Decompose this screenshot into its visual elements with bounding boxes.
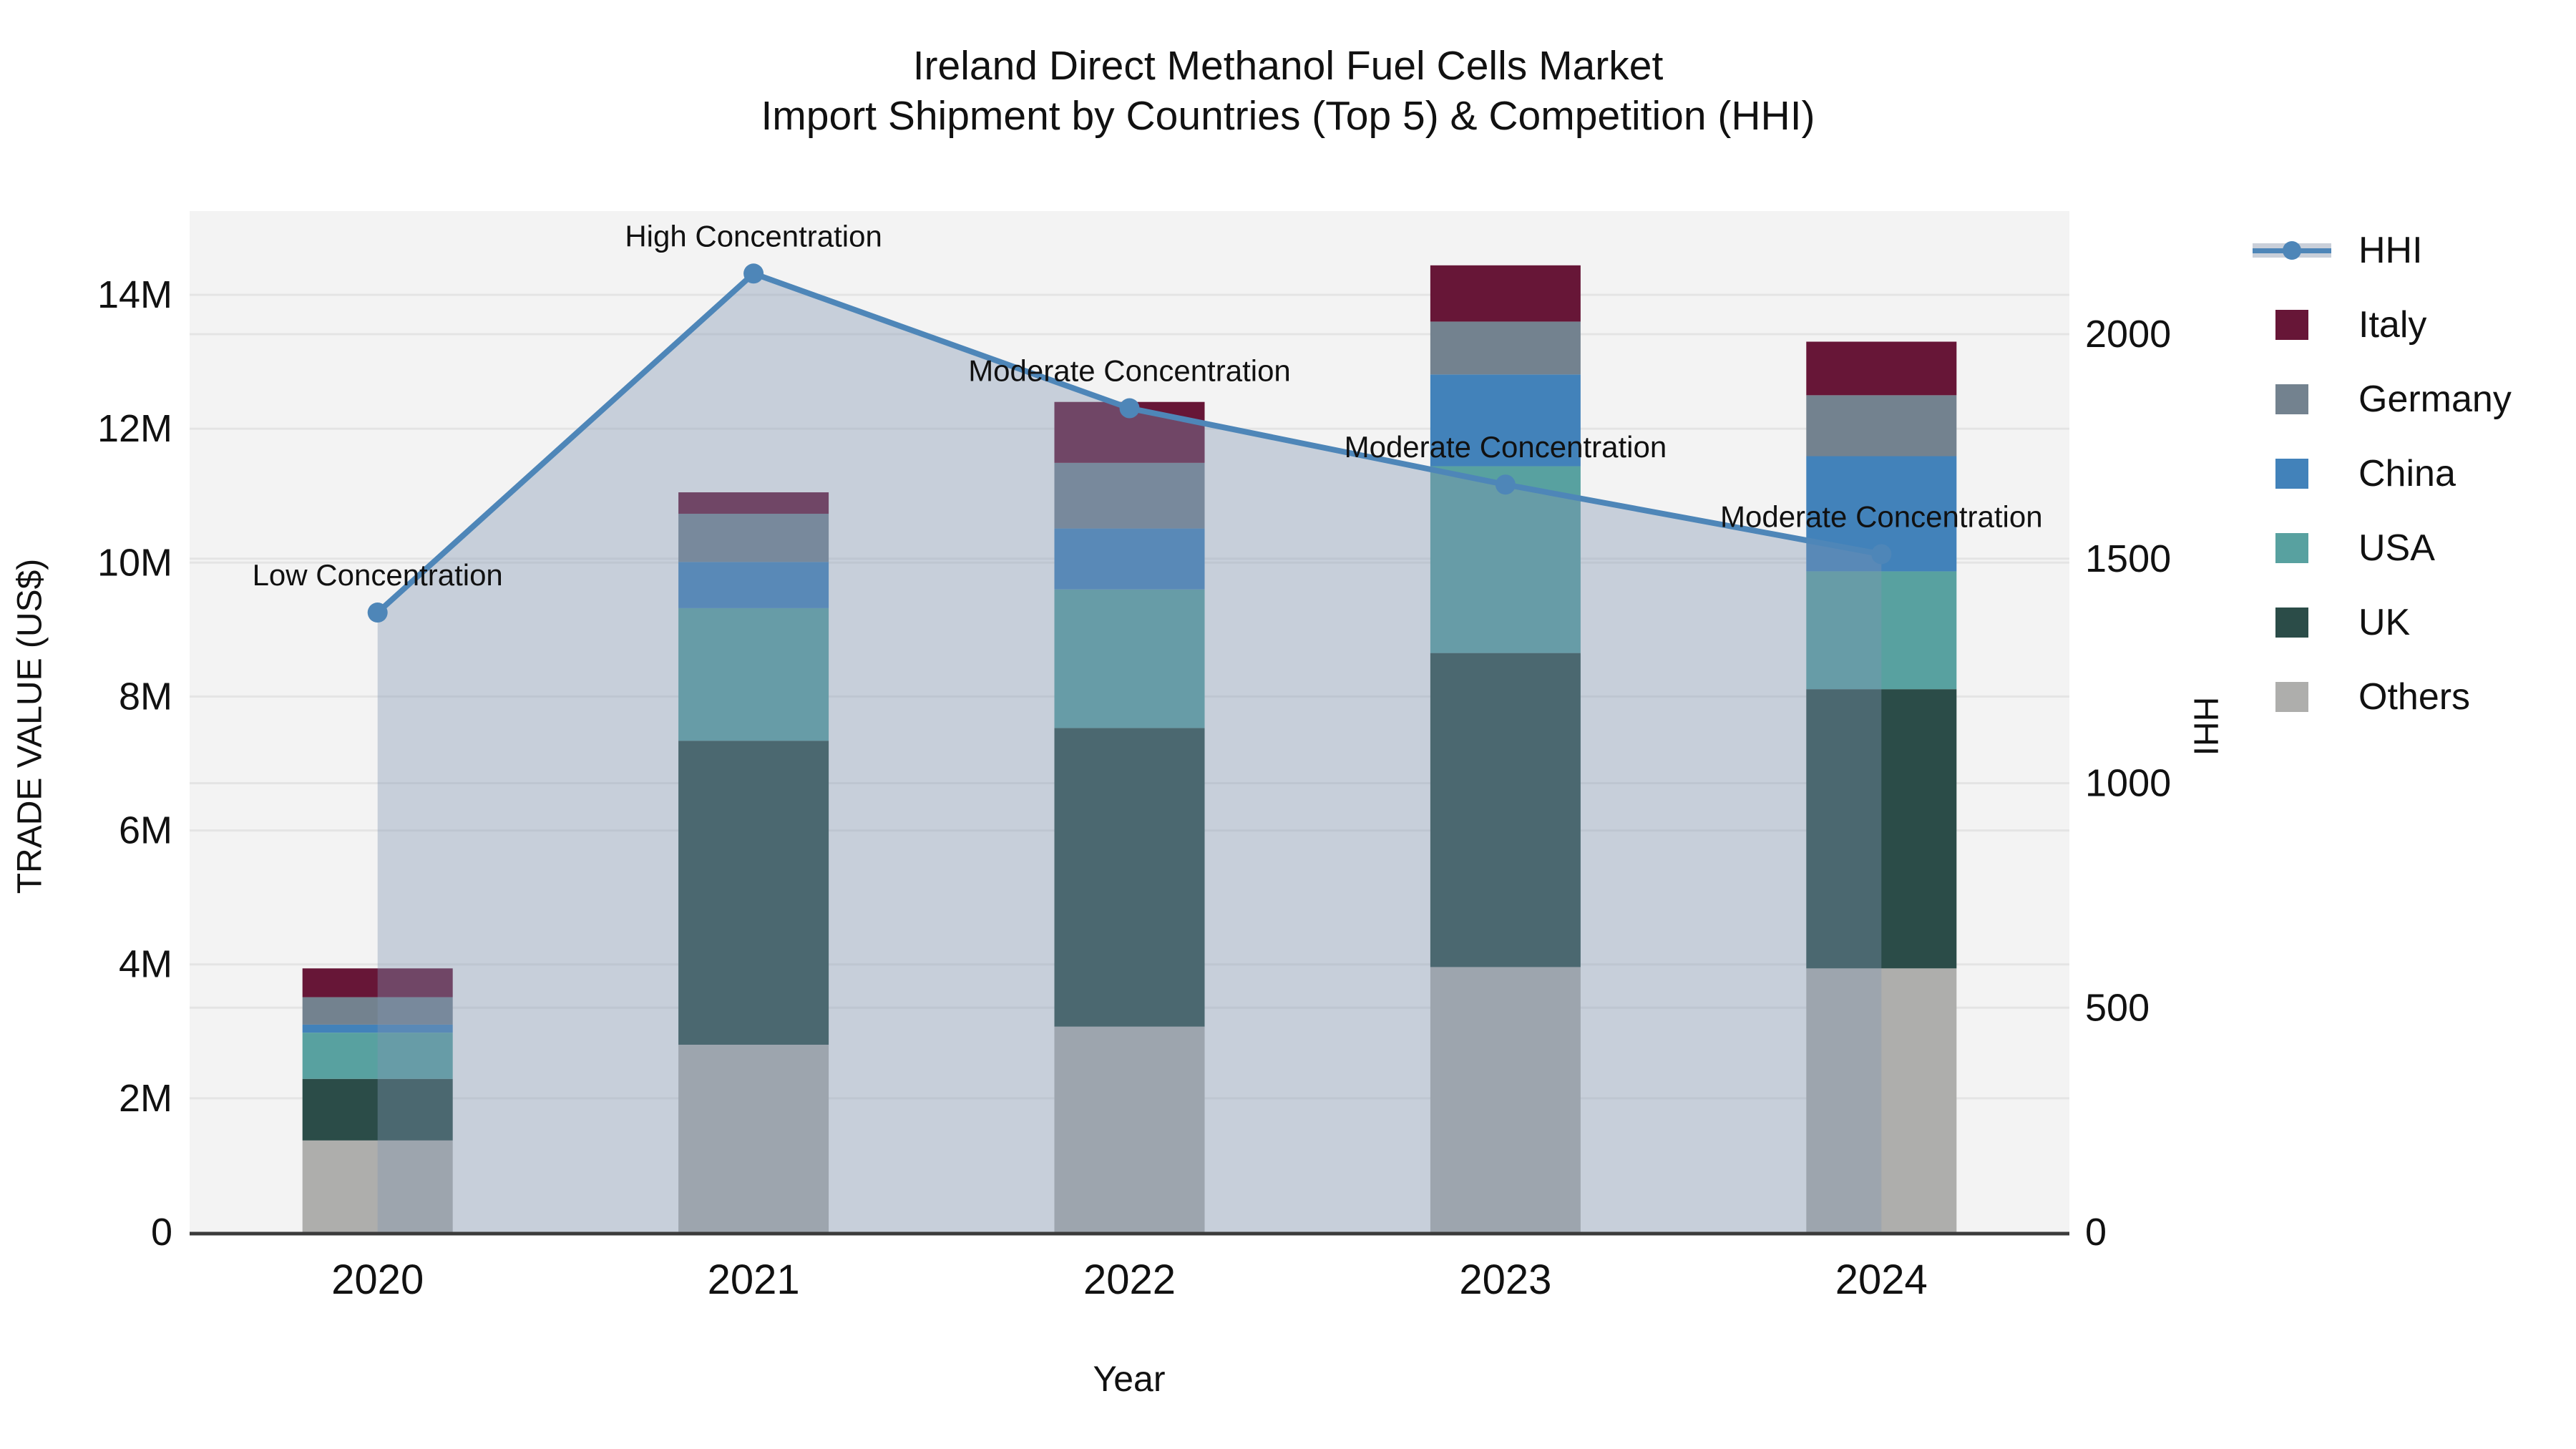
- bar-2021-Italy[interactable]: [678, 492, 829, 514]
- hhi-marker-2023[interactable]: [1495, 474, 1516, 495]
- bar-2022-UK[interactable]: [1054, 728, 1205, 1027]
- y-left-tick-8M: 8M: [119, 675, 172, 718]
- legend-swatch-usa-icon: [2253, 533, 2331, 563]
- legend-swatch-germany-icon: [2253, 384, 2331, 414]
- x-tick-2020: 2020: [331, 1257, 424, 1303]
- annotation-2021: High Concentration: [625, 219, 882, 253]
- hhi-marker-2022[interactable]: [1119, 398, 1140, 419]
- hhi-area: [377, 273, 1882, 1233]
- y-right-tick-2000: 2000: [2085, 313, 2171, 356]
- y-left-tick-12M: 12M: [97, 407, 172, 450]
- legend-item-china[interactable]: China: [2253, 452, 2512, 495]
- bar-2022-Germany[interactable]: [1054, 462, 1205, 529]
- legend-label-usa: USA: [2358, 527, 2435, 569]
- bar-2022-Others[interactable]: [1054, 1026, 1205, 1232]
- bar-2023-Others[interactable]: [1430, 967, 1581, 1232]
- y-left-tick-6M: 6M: [119, 809, 172, 852]
- chart-title-line2: Import Shipment by Countries (Top 5) & C…: [761, 92, 1815, 139]
- hhi-line-swatch-icon: [2253, 235, 2331, 265]
- x-tick-2023: 2023: [1459, 1257, 1551, 1303]
- legend-item-italy[interactable]: Italy: [2253, 303, 2512, 346]
- legend-swatch-china-icon: [2253, 459, 2331, 489]
- bar-2024-Germany[interactable]: [1806, 395, 1957, 457]
- y-right-tick-1000: 1000: [2085, 762, 2171, 805]
- y-right-tick-500: 500: [2085, 986, 2150, 1029]
- bar-2023-USA[interactable]: [1430, 466, 1581, 653]
- y-left-tick-10M: 10M: [97, 541, 172, 584]
- bar-2021-USA[interactable]: [678, 608, 829, 741]
- legend-swatch-others-icon: [2253, 682, 2331, 712]
- hhi-marker-2024[interactable]: [1871, 544, 1892, 565]
- bar-2021-Germany[interactable]: [678, 513, 829, 562]
- y-left-tick-0: 0: [151, 1211, 172, 1254]
- bar-2020-UK[interactable]: [302, 1078, 453, 1141]
- bar-2024-Others[interactable]: [1806, 968, 1957, 1232]
- bar-2024-Italy[interactable]: [1806, 341, 1957, 396]
- hhi-marker-2021[interactable]: [743, 263, 764, 284]
- y-left-tick-2M: 2M: [119, 1077, 172, 1120]
- legend-item-uk[interactable]: UK: [2253, 601, 2512, 644]
- bar-2024-USA[interactable]: [1806, 571, 1957, 690]
- hhi-marker-2020[interactable]: [367, 602, 388, 623]
- chart-title: Ireland Direct Methanol Fuel Cells Marke…: [0, 42, 2576, 141]
- x-tick-2024: 2024: [1835, 1257, 1928, 1303]
- bar-2022-China[interactable]: [1054, 528, 1205, 590]
- bar-2021-Others[interactable]: [678, 1045, 829, 1232]
- legend-label-others: Others: [2358, 676, 2471, 718]
- annotation-2024: Moderate Concentration: [1720, 499, 2043, 533]
- bar-2020-Others[interactable]: [302, 1140, 453, 1232]
- legend-swatch-uk-icon: [2253, 608, 2331, 638]
- legend-label-china: China: [2358, 453, 2456, 494]
- bar-2020-USA[interactable]: [302, 1033, 453, 1079]
- annotation-2022: Moderate Concentration: [968, 354, 1291, 388]
- bar-2024-UK[interactable]: [1806, 689, 1957, 969]
- bar-2021-China[interactable]: [678, 562, 829, 608]
- x-axis-title: Year: [1093, 1359, 1166, 1399]
- bar-2023-Germany[interactable]: [1430, 321, 1581, 375]
- y-axis-title-right: HHI: [2186, 696, 2225, 756]
- x-tick-2022: 2022: [1083, 1257, 1176, 1303]
- legend-swatch-italy-icon: [2253, 310, 2331, 340]
- legend-label-uk: UK: [2358, 602, 2411, 643]
- chart-title-line1: Ireland Direct Methanol Fuel Cells Marke…: [912, 43, 1664, 89]
- y-right-tick-1500: 1500: [2085, 537, 2171, 580]
- annotation-2023: Moderate Concentration: [1345, 430, 1667, 464]
- legend: HHI Italy Germany China USA UK Others: [2253, 229, 2512, 750]
- y-left-tick-4M: 4M: [119, 943, 172, 986]
- bar-2023-China[interactable]: [1430, 374, 1581, 467]
- bar-2022-USA[interactable]: [1054, 589, 1205, 728]
- legend-label-hhi: HHI: [2358, 230, 2423, 271]
- legend-item-others[interactable]: Others: [2253, 675, 2512, 718]
- annotation-2020: Low Concentration: [253, 558, 503, 592]
- bar-2020-China[interactable]: [302, 1024, 453, 1033]
- x-tick-2021: 2021: [708, 1257, 800, 1303]
- y-axis-title-left: TRADE VALUE (US$): [11, 558, 49, 894]
- bar-2023-UK[interactable]: [1430, 653, 1581, 967]
- bar-2020-Italy[interactable]: [302, 968, 453, 997]
- legend-item-usa[interactable]: USA: [2253, 527, 2512, 570]
- bar-2021-UK[interactable]: [678, 741, 829, 1045]
- bar-2023-Italy[interactable]: [1430, 265, 1581, 322]
- legend-item-germany[interactable]: Germany: [2253, 378, 2512, 421]
- y-left-tick-14M: 14M: [97, 273, 172, 316]
- legend-label-italy: Italy: [2358, 304, 2427, 346]
- legend-label-germany: Germany: [2358, 379, 2512, 420]
- legend-item-hhi[interactable]: HHI: [2253, 229, 2512, 272]
- bar-2020-Germany[interactable]: [302, 997, 453, 1025]
- y-right-tick-0: 0: [2085, 1211, 2107, 1254]
